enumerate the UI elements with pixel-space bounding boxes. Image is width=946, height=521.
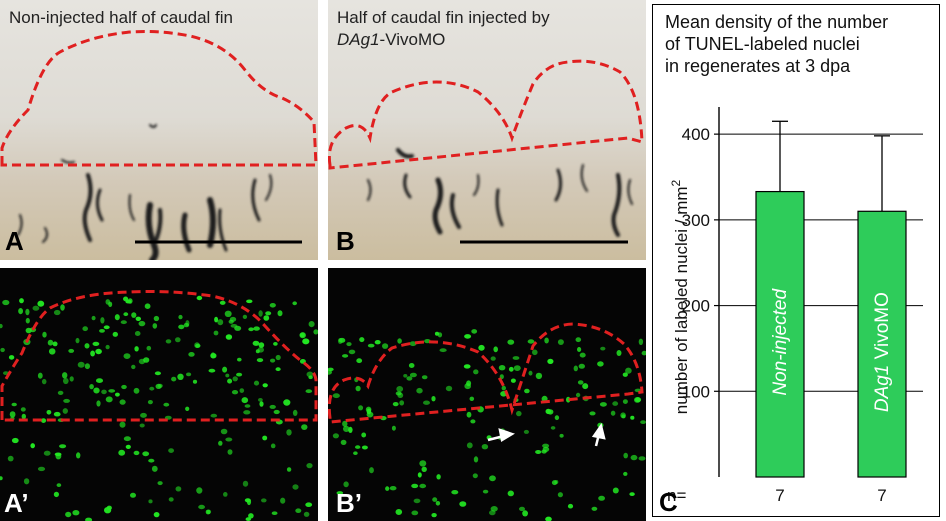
nuclei-cluster bbox=[0, 295, 318, 521]
panel-b-micrograph: Half of caudal fin injected by DAg1-Vivo… bbox=[328, 0, 646, 260]
bar bbox=[755, 190, 805, 478]
bar-label-normal: VivoMO bbox=[872, 292, 893, 365]
y-axis-label: number of labeled nuclei / mm2 bbox=[669, 179, 691, 414]
arrow-icon bbox=[487, 428, 515, 442]
bar bbox=[857, 210, 907, 478]
morpholino-suffix: -VivoMO bbox=[379, 30, 446, 49]
gene-name: DAg1 bbox=[337, 30, 380, 49]
bar-chart: 100 200 300 400 number of labeled nuclei / m… bbox=[659, 107, 923, 517]
panel-a-prime-label: A’ bbox=[4, 488, 29, 518]
fin-outline bbox=[0, 30, 318, 167]
panel-b-label: B bbox=[336, 226, 355, 256]
chart-title-line-1: Mean density of the number bbox=[665, 12, 889, 32]
y-tick-label: 300 bbox=[682, 211, 710, 230]
chart-title-line-3: in regenerates at 3 dpa bbox=[665, 56, 851, 76]
bar-label: DAg1 VivoMO bbox=[872, 292, 893, 412]
panel-a-prime-fluorescence: A’ bbox=[0, 268, 318, 521]
panel-b-prime-fluorescence: B’ bbox=[328, 268, 646, 521]
fin-outline bbox=[328, 59, 644, 170]
bar-label-italic: Non-injected bbox=[770, 288, 791, 396]
panel-b-drawing bbox=[328, 59, 644, 244]
panel-c-label: C bbox=[659, 487, 678, 515]
chart-panel: Mean density of the number of TUNEL-labe… bbox=[652, 4, 940, 517]
fin-outline bbox=[328, 322, 644, 424]
y-axis-label-superscript: 2 bbox=[669, 179, 683, 186]
y-tick-label: 100 bbox=[682, 382, 710, 401]
panel-a-drawing bbox=[0, 30, 318, 260]
panel-b-caption-line1: Half of caudal fin injected by bbox=[337, 8, 550, 27]
arrow-icon bbox=[591, 423, 606, 447]
panel-b-prime-label: B’ bbox=[336, 488, 362, 518]
panel-a-micrograph: Non-injected half of caudal fin A bbox=[0, 0, 318, 260]
n-label: n= bbox=[667, 486, 686, 505]
bar-label: Non-injected bbox=[770, 288, 791, 396]
y-tick-label: 200 bbox=[682, 297, 710, 316]
panel-a-caption: Non-injected half of caudal fin bbox=[9, 8, 233, 27]
n-value: 7 bbox=[877, 486, 886, 505]
bar-label-italic: DAg1 bbox=[872, 365, 893, 413]
n-value: 7 bbox=[775, 486, 784, 505]
fin-outline bbox=[0, 290, 318, 422]
panel-b-caption-line2: DAg1-VivoMO bbox=[337, 29, 445, 50]
chart-title-line-2: of TUNEL-labeled nuclei bbox=[665, 34, 860, 54]
nuclei-cluster bbox=[328, 329, 646, 521]
panel-b-prime-drawing bbox=[328, 322, 646, 521]
panel-a-label: A bbox=[5, 226, 24, 256]
panel-a-prime-drawing bbox=[0, 290, 318, 521]
y-tick-label: 400 bbox=[682, 125, 710, 144]
